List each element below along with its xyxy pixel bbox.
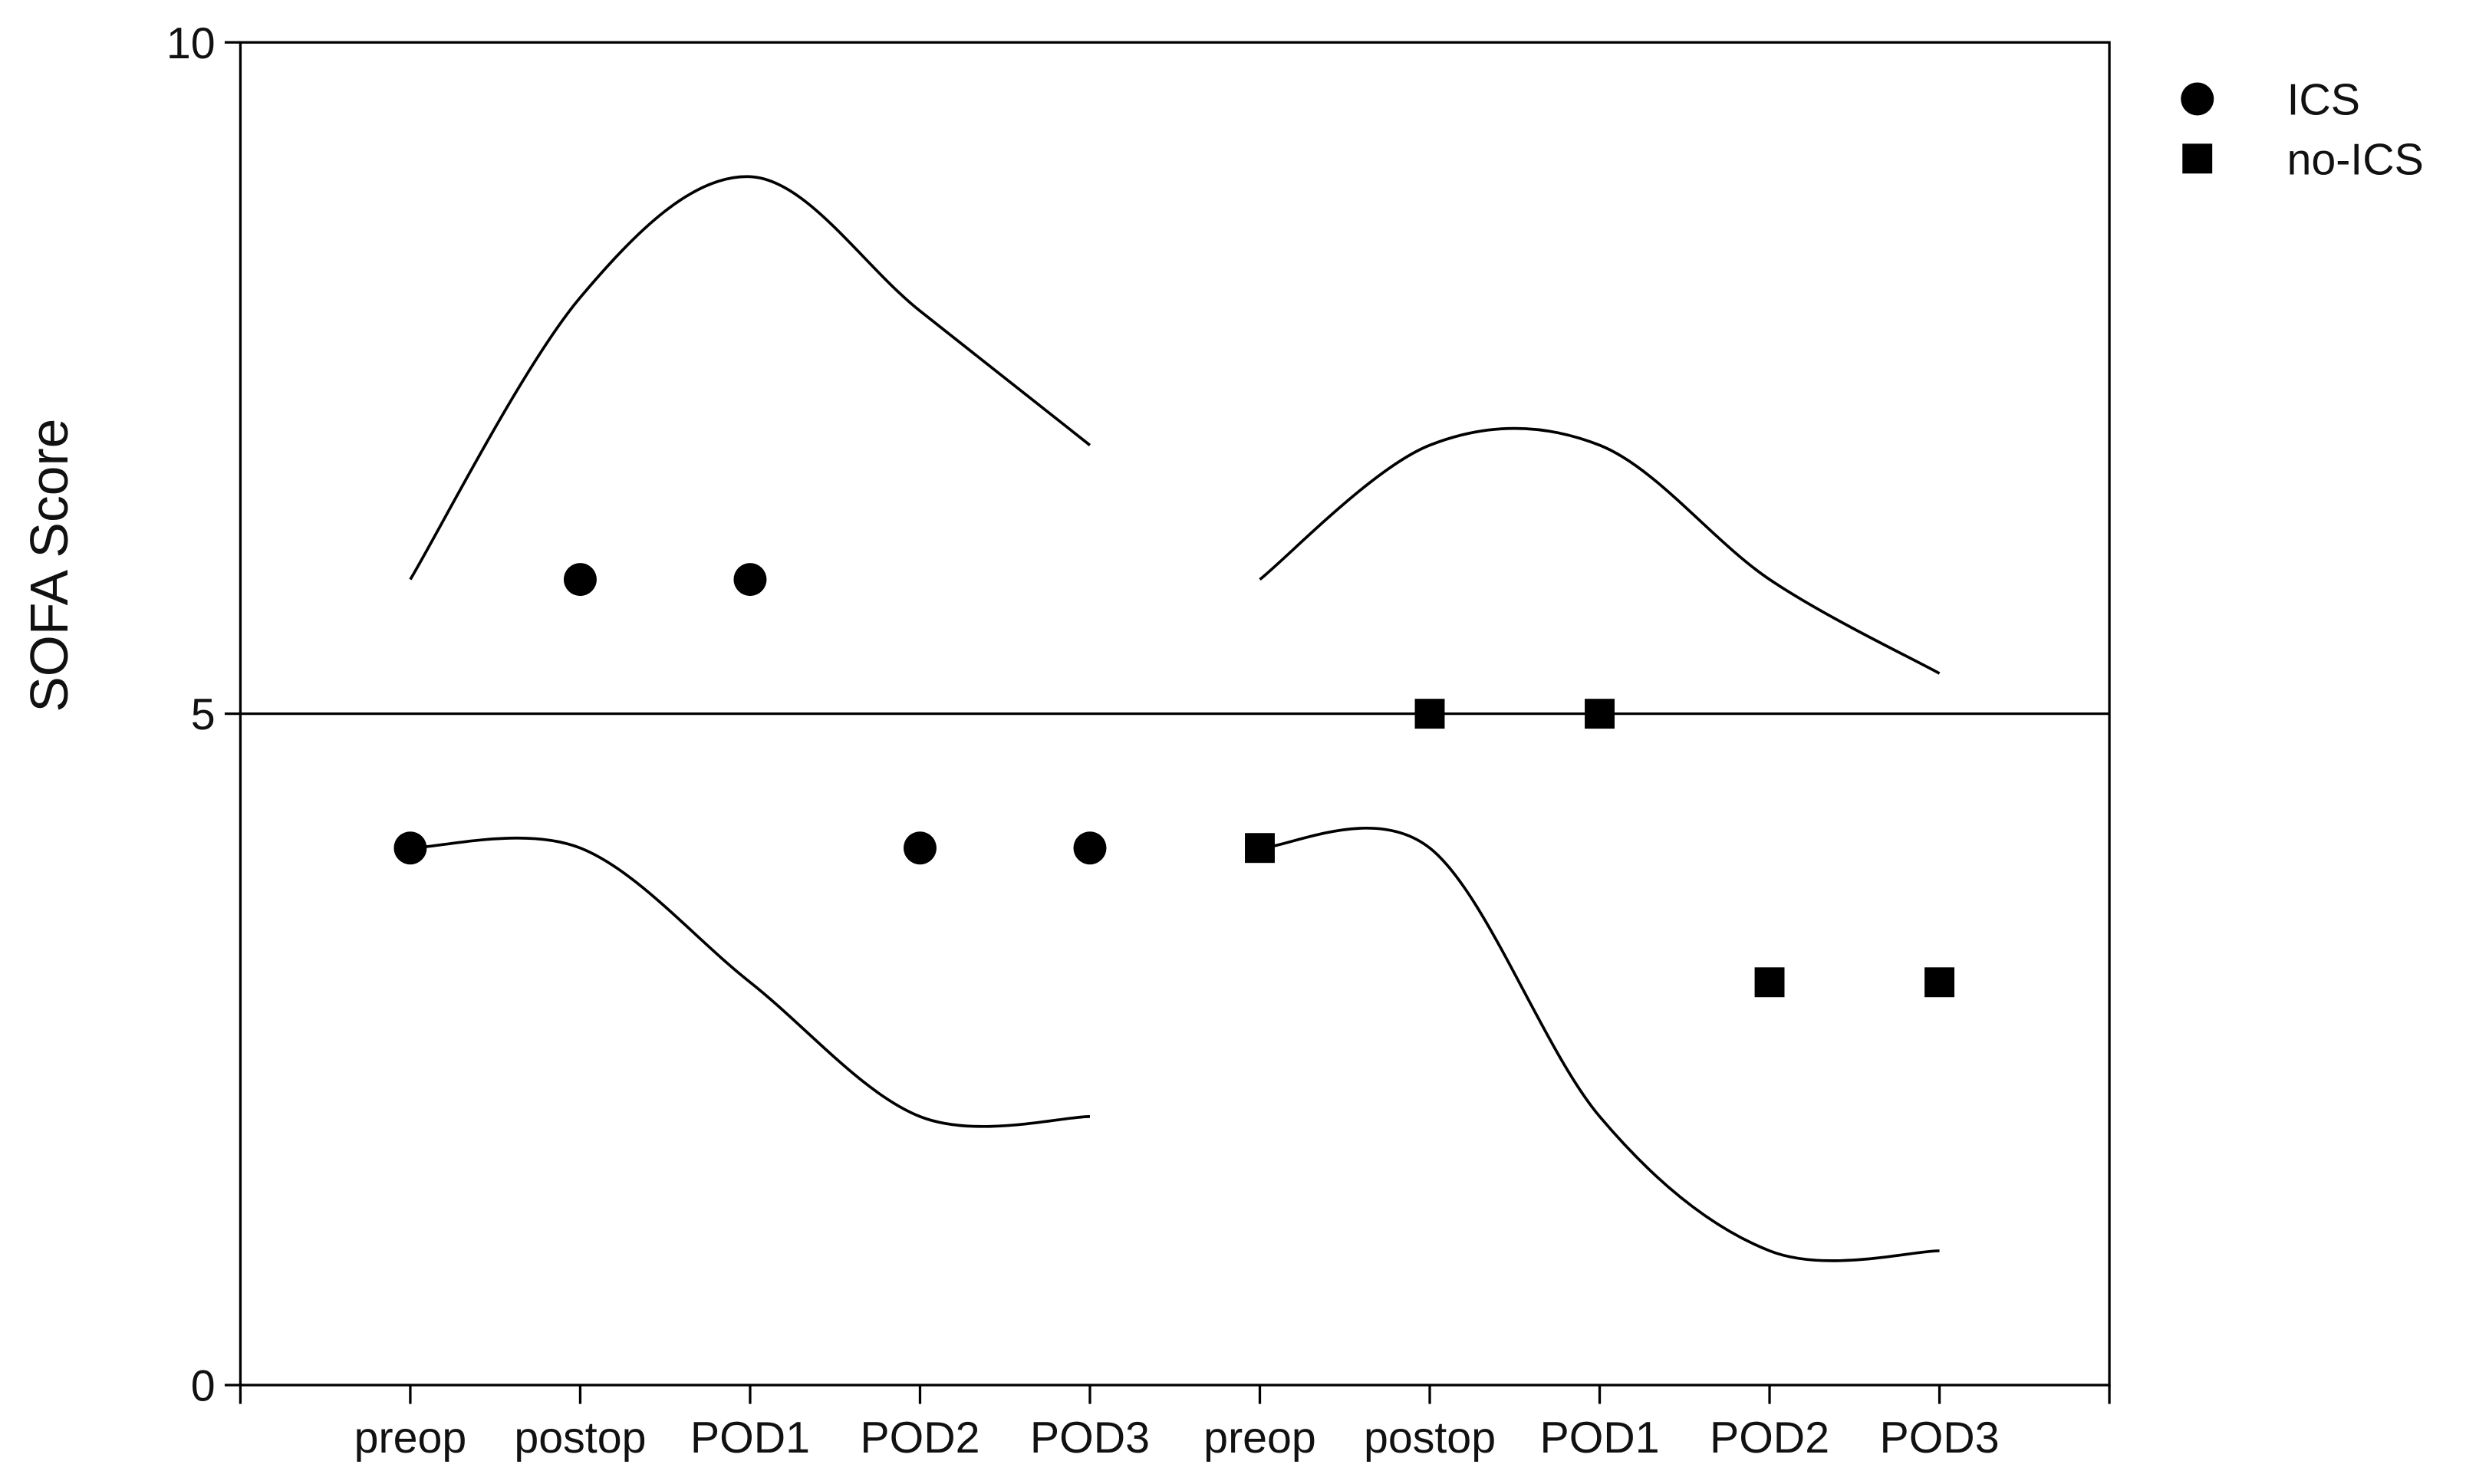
- x-tick-label: POD2: [860, 1413, 979, 1463]
- point: [1073, 831, 1107, 865]
- x-tick-label: postop: [1364, 1413, 1496, 1463]
- curve: [410, 836, 1090, 1128]
- legend-label: ICS: [2287, 75, 2360, 124]
- curve: [1259, 426, 1941, 675]
- point: [1245, 833, 1275, 864]
- point: [393, 831, 427, 865]
- curve: [1259, 827, 1940, 1262]
- legend-marker: [2181, 82, 2214, 116]
- y-tick-label: 0: [191, 1361, 216, 1410]
- x-tick-label: POD3: [1879, 1413, 1999, 1463]
- legend-label: no-ICS: [2287, 135, 2423, 184]
- point: [1414, 699, 1445, 729]
- x-tick-label: POD2: [1710, 1413, 1829, 1463]
- point: [1585, 699, 1615, 729]
- y-tick-label: 10: [166, 19, 216, 68]
- point: [563, 563, 597, 597]
- x-tick-label: POD1: [1539, 1413, 1659, 1463]
- point: [1754, 967, 1785, 998]
- curve: [409, 175, 1091, 581]
- point: [903, 831, 937, 865]
- x-tick-label: POD3: [1030, 1413, 1150, 1463]
- y-axis-label: SOFA Score: [19, 419, 79, 712]
- x-tick-label: postop: [514, 1413, 646, 1463]
- x-tick-label: preop: [354, 1413, 467, 1463]
- x-tick-label: preop: [1203, 1413, 1316, 1463]
- point: [733, 563, 767, 597]
- y-tick-label: 5: [191, 690, 216, 739]
- legend-marker: [2182, 143, 2213, 174]
- point: [1924, 967, 1955, 998]
- x-tick-label: POD1: [690, 1413, 810, 1463]
